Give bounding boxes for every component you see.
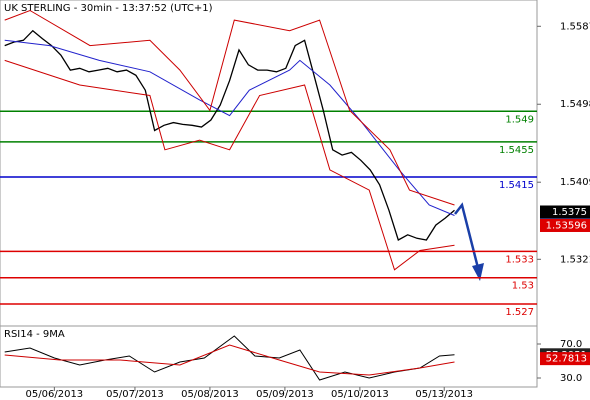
y-tick-label: 1.5587: [560, 21, 590, 32]
forecast-arrow: [454, 202, 484, 281]
price-tag-label: 52.7813: [546, 354, 587, 365]
y-tick-label: 1.5409: [560, 177, 590, 188]
x-tick-label: 05/06/2013: [26, 389, 84, 400]
price-tag-label: 1.53596: [546, 220, 587, 231]
x-tick-label: 05/08/2013: [181, 389, 239, 400]
series-line: [4, 335, 455, 381]
y-tick-label: 30.0: [560, 373, 582, 384]
level-label: 1.533: [505, 254, 534, 265]
series-line: [4, 344, 455, 376]
level-label: 1.527: [505, 307, 534, 318]
chart-title: UK STERLING - 30min - 13:37:52 (UTC+1): [4, 3, 213, 14]
y-tick-label: 70.0: [560, 339, 582, 350]
plot-frame: [0, 0, 538, 388]
x-tick-label: 05/07/2013: [106, 389, 164, 400]
level-label: 1.53: [512, 281, 534, 292]
rsi-title: RSI14 - 9MA: [4, 329, 65, 340]
price-tag: [540, 352, 590, 366]
series-line: [4, 59, 455, 271]
x-tick-label: 05/13/2013: [415, 389, 473, 400]
level-label: 1.5455: [499, 145, 534, 156]
x-tick-label: 05/09/2013: [256, 389, 314, 400]
series-line: [4, 29, 455, 241]
x-tick-label: 05/10/2013: [331, 389, 389, 400]
y-tick-label: 1.5498: [560, 99, 590, 110]
series-line: [4, 9, 455, 206]
price-tag-label: 1.5375: [552, 207, 587, 218]
price-tag: [540, 205, 590, 219]
price-tag: [540, 218, 590, 232]
level-label: 1.549: [505, 114, 534, 125]
level-label: 1.5415: [499, 180, 534, 191]
series-line: [4, 39, 455, 216]
